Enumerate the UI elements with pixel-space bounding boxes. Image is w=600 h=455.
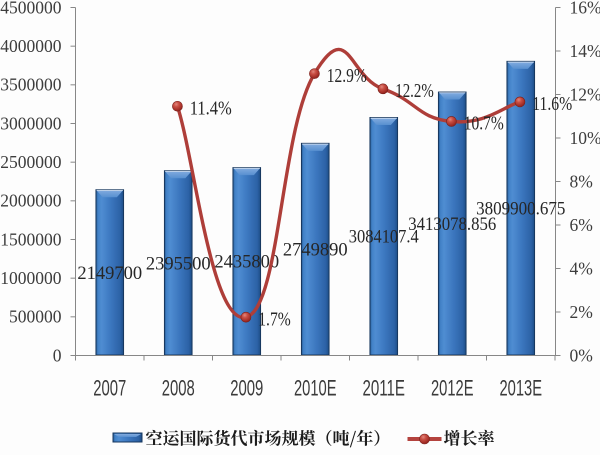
svg-text:4000000: 4000000 xyxy=(0,36,62,56)
svg-text:2395500: 2395500 xyxy=(146,253,211,274)
svg-text:11.4%: 11.4% xyxy=(190,97,232,119)
svg-text:12%: 12% xyxy=(570,84,600,104)
svg-text:8%: 8% xyxy=(570,171,593,191)
svg-text:10%: 10% xyxy=(570,128,600,148)
svg-text:2012E: 2012E xyxy=(431,376,474,401)
svg-text:500000: 500000 xyxy=(9,307,62,327)
svg-text:3500000: 3500000 xyxy=(0,75,62,95)
svg-text:2007: 2007 xyxy=(93,376,126,401)
svg-text:3809900.675: 3809900.675 xyxy=(476,199,565,220)
svg-text:2011E: 2011E xyxy=(363,376,406,401)
svg-text:1.7%: 1.7% xyxy=(258,308,291,330)
svg-text:6%: 6% xyxy=(570,215,593,235)
svg-text:1500000: 1500000 xyxy=(0,229,62,249)
svg-text:1000000: 1000000 xyxy=(0,268,62,288)
svg-text:2%: 2% xyxy=(570,302,593,322)
svg-text:2149700: 2149700 xyxy=(77,263,142,284)
svg-text:14%: 14% xyxy=(570,41,600,61)
svg-text:2010E: 2010E xyxy=(294,376,337,401)
svg-text:2013E: 2013E xyxy=(500,376,543,401)
svg-text:0: 0 xyxy=(53,345,62,365)
svg-text:4%: 4% xyxy=(570,258,593,278)
svg-text:12.9%: 12.9% xyxy=(327,65,367,87)
svg-text:2500000: 2500000 xyxy=(0,152,62,172)
svg-text:0%: 0% xyxy=(570,345,593,365)
svg-text:12.2%: 12.2% xyxy=(395,80,434,102)
svg-text:11.6%: 11.6% xyxy=(532,93,572,115)
svg-text:2749890: 2749890 xyxy=(283,240,348,261)
svg-text:2008: 2008 xyxy=(162,376,195,401)
svg-text:10.7%: 10.7% xyxy=(464,113,504,135)
svg-text:4500000: 4500000 xyxy=(0,0,62,17)
svg-text:3000000: 3000000 xyxy=(0,113,62,133)
svg-text:16%: 16% xyxy=(570,0,600,17)
svg-text:2000000: 2000000 xyxy=(0,191,62,211)
svg-text:2009: 2009 xyxy=(230,376,263,401)
